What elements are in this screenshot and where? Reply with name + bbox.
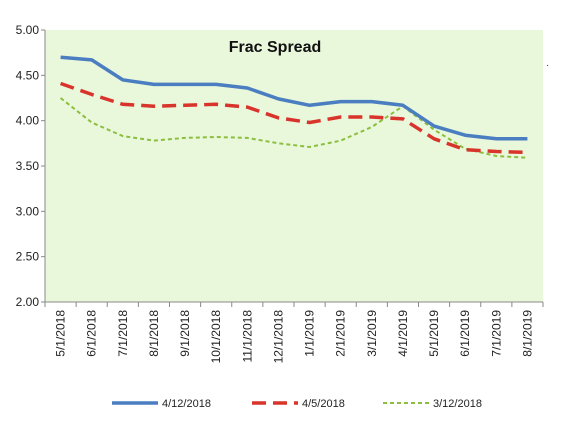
plot-area — [45, 30, 543, 302]
chart-title: Frac Spread — [229, 39, 321, 56]
series-line-4-5-2018 — [60, 81, 528, 155]
y-axis: 2.00 2.50 3.00 3.50 4.00 4.50 5.00 — [16, 23, 46, 309]
legend-label: 4/12/2018 — [162, 398, 211, 410]
legend-label: 3/12/2018 — [433, 398, 482, 410]
y-tick-label: 4.50 — [16, 68, 40, 82]
x-tick-label: 8/1/2019 — [520, 310, 534, 357]
x-tick-label: 3/1/2019 — [365, 310, 379, 357]
stray-mark: · — [546, 60, 549, 71]
x-tick-label: 4/1/2019 — [396, 310, 410, 357]
x-tick-label: 7/1/2018 — [116, 310, 130, 357]
x-axis: 5/1/2018 6/1/2018 7/1/2018 8/1/2018 9/1/2018… — [44, 301, 544, 364]
y-tick-label: 4.00 — [16, 114, 40, 128]
legend: 4/12/2018 4/5/2018 3/12/2018 — [112, 398, 482, 410]
y-tick-label: 2.00 — [16, 295, 40, 309]
x-tick-label: 11/1/2018 — [240, 310, 254, 363]
y-tick-label: 5.00 — [16, 23, 40, 37]
y-tick-label: 3.50 — [16, 159, 40, 173]
legend-label: 4/5/2018 — [302, 398, 345, 410]
series-line-4-12-2018 — [60, 55, 528, 141]
x-tick-label: 2/1/2019 — [334, 310, 348, 357]
x-tick-label: 6/1/2019 — [458, 310, 472, 357]
y-tick-label: 3.00 — [16, 204, 40, 218]
x-tick-label: 9/1/2018 — [178, 310, 192, 357]
x-tick-label: 12/1/2018 — [271, 310, 285, 364]
x-tick-label: 5/1/2018 — [54, 310, 68, 357]
x-tick-label: 1/1/2019 — [303, 310, 317, 357]
x-tick-label: 6/1/2018 — [85, 310, 99, 357]
series-layer — [59, 55, 528, 159]
x-tick-label: 7/1/2019 — [489, 310, 503, 357]
x-tick-label: 8/1/2018 — [147, 310, 161, 357]
x-tick-label: 5/1/2019 — [427, 310, 441, 357]
series-line-3-12-2018 — [59, 97, 528, 159]
y-tick-label: 2.50 — [16, 250, 40, 264]
x-tick-label: 10/1/2018 — [209, 310, 223, 364]
